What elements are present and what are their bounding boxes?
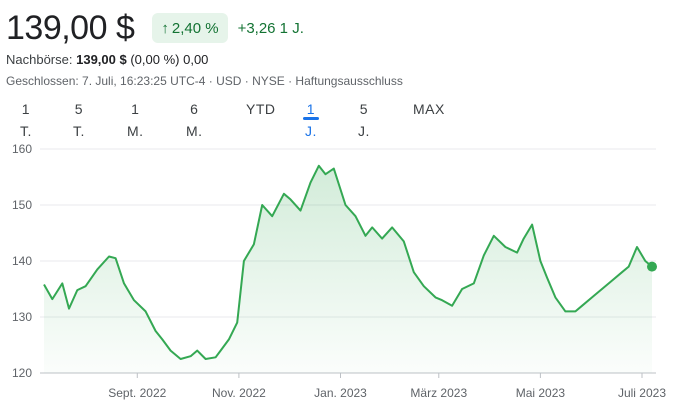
change-absolute: +3,26 1 J. xyxy=(237,19,304,37)
tab-5-years[interactable]: 5 J. xyxy=(358,101,370,139)
tab-max[interactable]: MAX xyxy=(413,101,445,117)
quote-header: 139,00 $ ↑ 2,40 % +3,26 1 J. xyxy=(6,8,304,48)
change-percent: 2,40 % xyxy=(171,19,219,37)
after-hours-abs: 0,00 xyxy=(183,52,209,67)
current-price: 139,00 $ xyxy=(6,8,135,47)
x-tick-label: Mai 2023 xyxy=(516,386,566,400)
y-tick-label: 130 xyxy=(12,310,32,324)
y-tick-label: 140 xyxy=(12,254,32,268)
after-hours-change: (0,00 %) xyxy=(130,52,180,67)
tab-6-months[interactable]: 6 M. xyxy=(186,101,203,139)
y-tick-label: 120 xyxy=(12,366,32,380)
after-hours-price: 139,00 $ xyxy=(76,52,127,67)
price-area xyxy=(44,165,652,373)
tab-1-year[interactable]: 1 J. xyxy=(303,98,319,139)
tab-1-month[interactable]: 1 M. xyxy=(127,101,144,139)
x-tick-label: März 2023 xyxy=(410,386,467,400)
change-percent-badge: ↑ 2,40 % xyxy=(152,13,228,43)
y-tick-label: 150 xyxy=(12,198,32,212)
after-hours-label: Nachbörse: xyxy=(6,52,73,67)
tab-ytd[interactable]: YTD xyxy=(246,101,276,117)
after-hours-line: Nachbörse: 139,00 $ (0,00 %) 0,00 xyxy=(6,52,208,67)
tab-1-day[interactable]: 1 T. xyxy=(20,101,32,139)
x-tick-label: Nov. 2022 xyxy=(212,386,266,400)
market-status-line: Geschlossen: 7. Juli, 16:23:25 UTC-4 · U… xyxy=(6,74,403,88)
tab-5-days[interactable]: 5 T. xyxy=(73,101,85,139)
x-tick-label: Sept. 2022 xyxy=(108,386,166,400)
y-tick-label: 160 xyxy=(12,142,32,156)
arrow-up-icon: ↑ xyxy=(161,19,169,37)
x-tick-label: Juli 2023 xyxy=(618,386,666,400)
x-tick-label: Jan. 2023 xyxy=(314,386,367,400)
price-line xyxy=(43,164,653,360)
last-price-dot xyxy=(647,261,657,272)
